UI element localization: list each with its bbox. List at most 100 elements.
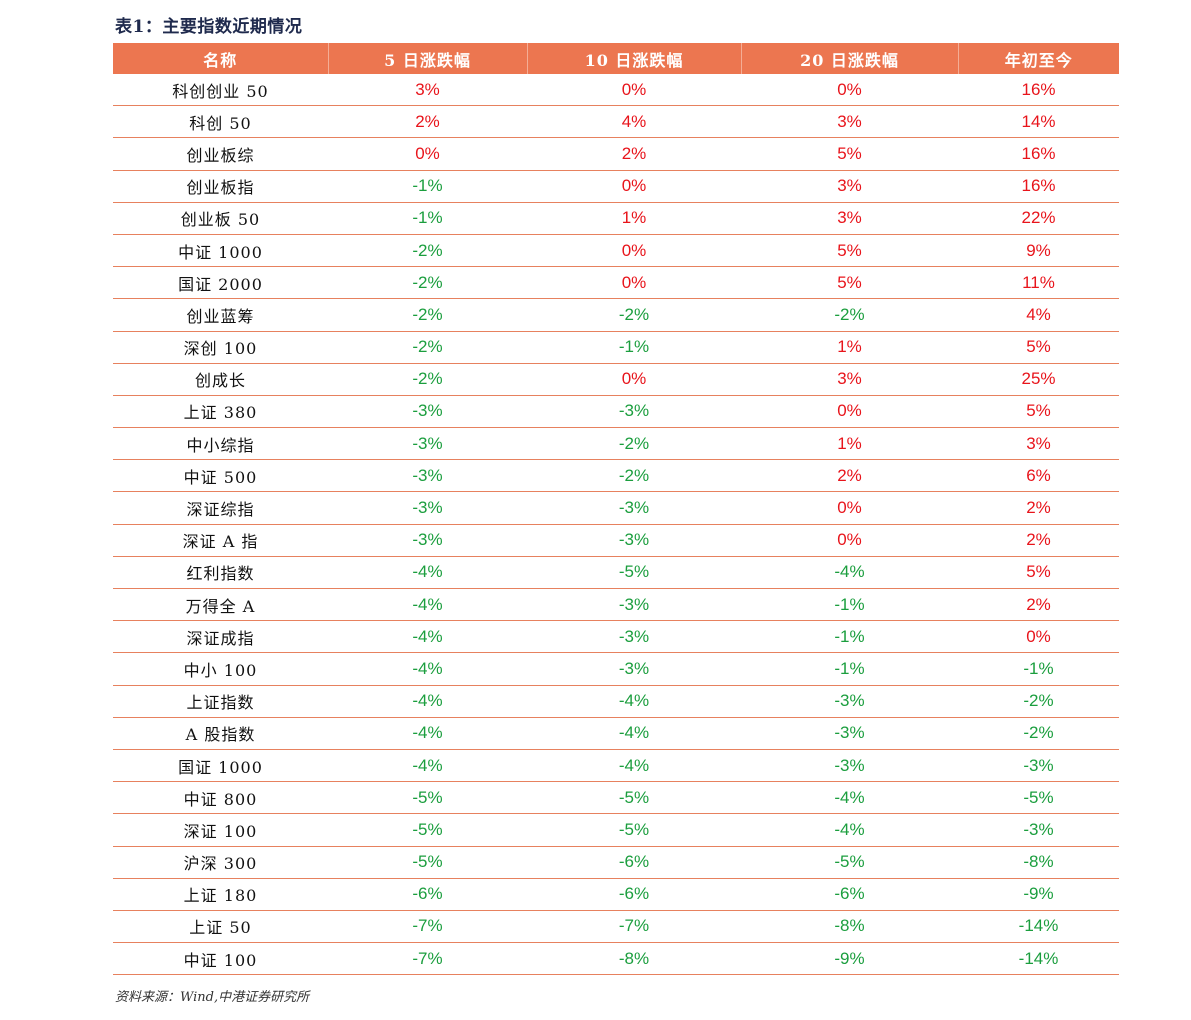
change-value-cell: -14% xyxy=(958,910,1119,944)
change-value-cell: -4% xyxy=(328,588,527,622)
change-value-cell: -6% xyxy=(741,878,958,911)
table-row: 深创 100 -2% -1% 1% 5% xyxy=(113,331,1119,364)
table-row: 上证指数 -4% -4% -3% -2% xyxy=(113,685,1119,718)
table-row: 深证综指 -3% -3% 0% 2% xyxy=(113,491,1119,525)
change-value-cell: -3% xyxy=(958,813,1119,847)
change-value-cell: 1% xyxy=(741,427,958,461)
change-value-cell: 2% xyxy=(958,491,1119,525)
change-value-cell: -5% xyxy=(328,813,527,847)
change-value-cell: -9% xyxy=(741,942,958,976)
change-value-cell: 0% xyxy=(958,620,1119,654)
table-row: 中证 100 -7% -8% -9% -14% xyxy=(113,942,1119,976)
change-value-cell: 22% xyxy=(958,202,1119,235)
change-value-cell: 1% xyxy=(527,202,741,235)
change-value-cell: 3% xyxy=(741,105,958,139)
table-row: 中证 800 -5% -5% -4% -5% xyxy=(113,781,1119,815)
change-value-cell: -1% xyxy=(328,202,527,235)
change-value-cell: -3% xyxy=(328,524,527,557)
change-value-cell: 5% xyxy=(741,234,958,268)
change-value-cell: -4% xyxy=(741,813,958,847)
change-value-cell: -3% xyxy=(741,749,958,783)
change-value-cell: -5% xyxy=(328,781,527,815)
change-value-cell: -6% xyxy=(527,846,741,879)
index-name-cell: 创业板指 xyxy=(113,170,328,203)
change-value-cell: 0% xyxy=(527,74,741,107)
change-value-cell: -1% xyxy=(958,652,1119,686)
change-value-cell: -14% xyxy=(958,942,1119,976)
change-value-cell: -3% xyxy=(958,749,1119,783)
change-value-cell: 3% xyxy=(741,363,958,396)
table-row: 上证 180 -6% -6% -6% -9% xyxy=(113,878,1119,911)
change-value-cell: -3% xyxy=(527,620,741,654)
table-row: 沪深 300 -5% -6% -5% -8% xyxy=(113,846,1119,879)
change-value-cell: -5% xyxy=(741,846,958,879)
table-row: 创成长 -2% 0% 3% 25% xyxy=(113,363,1119,396)
table-row: 创业板 50 -1% 1% 3% 22% xyxy=(113,202,1119,235)
index-name-cell: 创业板综 xyxy=(113,137,328,171)
change-value-cell: -3% xyxy=(328,491,527,525)
index-table-container: 名称 5 日涨跌幅 10 日涨跌幅 20 日涨跌幅 年初至今 科创创业 50 3%… xyxy=(113,43,1119,976)
table-row: 红利指数 -4% -5% -4% 5% xyxy=(113,556,1119,590)
change-value-cell: 14% xyxy=(958,105,1119,139)
change-value-cell: 9% xyxy=(958,234,1119,268)
table-row: 创业蓝筹 -2% -2% -2% 4% xyxy=(113,298,1119,332)
change-value-cell: 3% xyxy=(741,170,958,203)
column-header-5d: 5 日涨跌幅 xyxy=(327,43,527,74)
change-value-cell: -2% xyxy=(328,266,527,300)
change-value-cell: 1% xyxy=(741,331,958,364)
change-value-cell: -3% xyxy=(527,491,741,525)
change-value-cell: 0% xyxy=(328,137,527,171)
index-name-cell: 深证综指 xyxy=(113,491,328,525)
index-name-cell: 深证 A 指 xyxy=(113,524,328,557)
change-value-cell: 11% xyxy=(958,266,1119,300)
header-row: 名称 5 日涨跌幅 10 日涨跌幅 20 日涨跌幅 年初至今 xyxy=(113,43,1119,74)
change-value-cell: -7% xyxy=(527,910,741,944)
change-value-cell: -8% xyxy=(527,942,741,976)
change-value-cell: -3% xyxy=(527,395,741,429)
index-name-cell: 上证 180 xyxy=(113,878,328,911)
change-value-cell: 3% xyxy=(741,202,958,235)
source-note: 资料来源：Wind,中港证券研究所 xyxy=(115,990,310,1005)
change-value-cell: -1% xyxy=(741,588,958,622)
table-row: 深证 A 指 -3% -3% 0% 2% xyxy=(113,524,1119,557)
change-value-cell: -3% xyxy=(527,652,741,686)
change-value-cell: -3% xyxy=(741,717,958,750)
column-header-20d: 20 日涨跌幅 xyxy=(740,43,958,74)
change-value-cell: -1% xyxy=(328,170,527,203)
index-name-cell: 万得全 A xyxy=(113,588,328,622)
index-name-cell: 上证 50 xyxy=(113,910,328,944)
change-value-cell: -9% xyxy=(958,878,1119,911)
change-value-cell: -3% xyxy=(527,524,741,557)
change-value-cell: 2% xyxy=(958,588,1119,622)
table-row: 国证 2000 -2% 0% 5% 11% xyxy=(113,266,1119,300)
change-value-cell: -8% xyxy=(958,846,1119,879)
index-name-cell: 创业蓝筹 xyxy=(113,298,328,332)
change-value-cell: -2% xyxy=(328,363,527,396)
index-name-cell: 科创创业 50 xyxy=(113,74,328,107)
change-value-cell: -5% xyxy=(328,846,527,879)
change-value-cell: -4% xyxy=(527,685,741,718)
change-value-cell: 3% xyxy=(328,74,527,107)
index-name-cell: 上证 380 xyxy=(113,395,328,429)
change-value-cell: -4% xyxy=(741,781,958,815)
change-value-cell: -2% xyxy=(527,298,741,332)
index-name-cell: 国证 1000 xyxy=(113,749,328,783)
change-value-cell: -2% xyxy=(328,298,527,332)
change-value-cell: 2% xyxy=(958,524,1119,557)
change-value-cell: 2% xyxy=(741,459,958,493)
table-row: 中证 500 -3% -2% 2% 6% xyxy=(113,459,1119,493)
change-value-cell: -4% xyxy=(741,556,958,590)
change-value-cell: -5% xyxy=(958,781,1119,815)
table-body: 科创创业 50 3% 0% 0% 16% 科创 50 2% 4% 3% 14% 创业板综 0% 2% 5%… xyxy=(113,74,1119,976)
index-name-cell: 国证 2000 xyxy=(113,266,328,300)
change-value-cell: -4% xyxy=(328,749,527,783)
index-name-cell: 中证 800 xyxy=(113,781,328,815)
change-value-cell: -1% xyxy=(741,652,958,686)
table-row: 上证 50 -7% -7% -8% -14% xyxy=(113,910,1119,944)
index-performance-table: 名称 5 日涨跌幅 10 日涨跌幅 20 日涨跌幅 年初至今 科创创业 50 3%… xyxy=(113,43,1119,976)
change-value-cell: 0% xyxy=(741,524,958,557)
table-row: 创业板综 0% 2% 5% 16% xyxy=(113,137,1119,171)
table-row: 上证 380 -3% -3% 0% 5% xyxy=(113,395,1119,429)
change-value-cell: 16% xyxy=(958,137,1119,171)
change-value-cell: 0% xyxy=(527,170,741,203)
